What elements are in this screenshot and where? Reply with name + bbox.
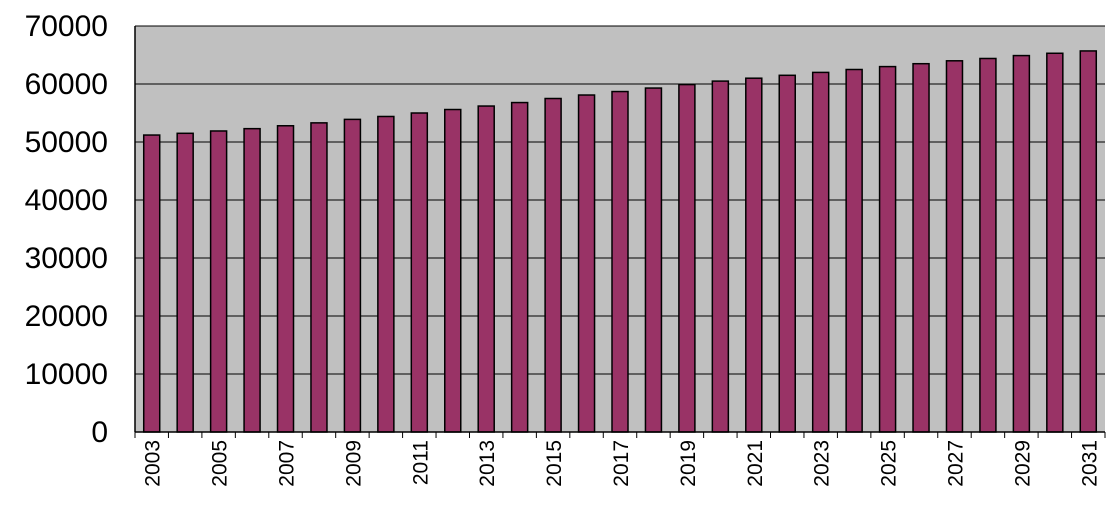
- bar-2026: [912, 62, 930, 433]
- bar-2005: [209, 130, 228, 433]
- bar-2022: [778, 74, 796, 433]
- bar-2003: [142, 134, 161, 433]
- x-tick-label: 2027: [944, 440, 967, 487]
- bar-2027: [945, 60, 964, 433]
- y-tick-label: 70000: [25, 10, 108, 43]
- bar-2019: [678, 83, 696, 433]
- bar-2018: [644, 87, 663, 433]
- x-tick-label: 2007: [276, 440, 299, 487]
- y-tick-label: 0: [91, 416, 108, 449]
- bar-2011: [410, 112, 429, 433]
- y-tick-label: 60000: [25, 68, 108, 101]
- y-axis: 0 10000 20000 30000 40000 50000 60000 70000: [25, 10, 136, 449]
- bar-2014: [510, 101, 529, 433]
- x-tick-label: 2019: [677, 440, 700, 487]
- y-tick-label: 40000: [25, 184, 108, 217]
- bar-2006: [243, 127, 261, 433]
- x-tick-label: 2005: [209, 440, 232, 487]
- bar-2009: [343, 118, 362, 433]
- bar-2004: [176, 132, 194, 433]
- bar-2024: [845, 68, 863, 433]
- bar-2020: [711, 80, 730, 433]
- y-tick-label: 10000: [25, 358, 108, 391]
- bar-2008: [310, 122, 328, 433]
- bar-2028: [979, 57, 997, 433]
- y-tick-label: 30000: [25, 242, 108, 275]
- bar-2013: [477, 105, 495, 433]
- y-tick-label: 50000: [25, 126, 108, 159]
- bar-2017: [611, 90, 629, 433]
- x-tick-label: 2025: [878, 440, 901, 487]
- bar-2015: [544, 97, 562, 433]
- x-tick-label: 2031: [1078, 440, 1101, 487]
- bar-2021: [745, 77, 763, 433]
- bar-2010: [377, 115, 395, 433]
- bar-2016: [577, 94, 596, 433]
- x-axis: 2003 2005 2007 2009 2011 2013 2015 2017 2019 2021…: [134, 431, 1106, 487]
- bar-2029: [1012, 54, 1031, 433]
- x-tick-label: 2011: [409, 440, 432, 485]
- x-tick-label: 2013: [476, 440, 499, 487]
- bar-2030: [1046, 52, 1064, 433]
- x-tick-label: 2029: [1011, 440, 1034, 487]
- x-tick-label: 2003: [142, 440, 165, 487]
- bars: [142, 50, 1098, 433]
- bar-2025: [878, 65, 897, 433]
- x-tick-label: 2021: [744, 440, 767, 487]
- x-tick-label: 2015: [543, 440, 566, 487]
- y-tick-label: 20000: [25, 300, 108, 333]
- bar-2012: [444, 108, 462, 433]
- bar-2023: [811, 71, 830, 433]
- x-tick-label: 2017: [610, 440, 633, 487]
- x-tick-label: 2023: [811, 440, 834, 487]
- bar-2031: [1079, 50, 1098, 433]
- x-tick-label: 2009: [342, 440, 365, 487]
- bar-2007: [276, 125, 295, 433]
